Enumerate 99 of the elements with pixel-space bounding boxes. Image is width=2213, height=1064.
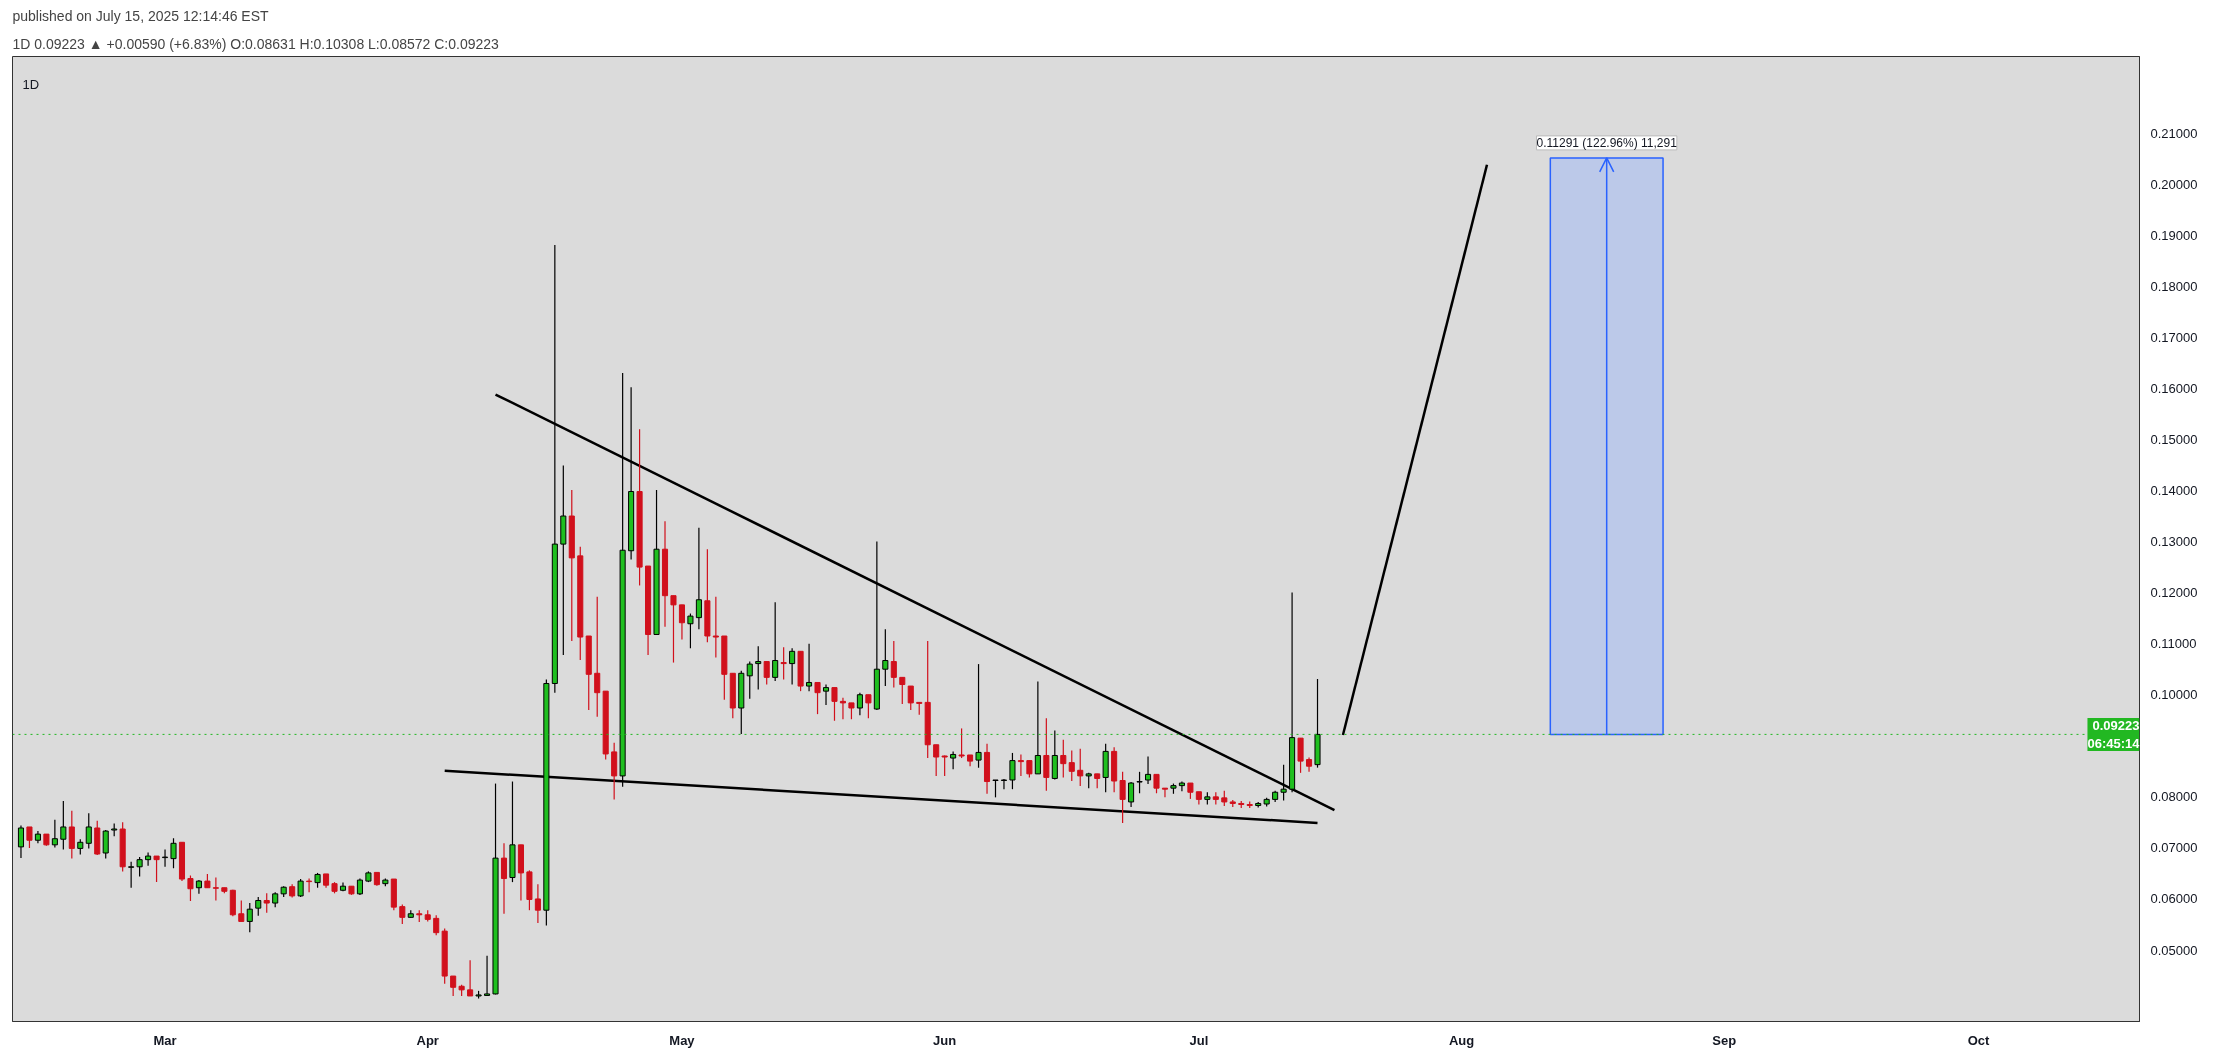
y-tick-label: 0.21000 — [2150, 125, 2198, 141]
candlestick — [161, 848, 169, 868]
candlestick — [839, 697, 846, 720]
candlestick — [102, 829, 109, 860]
text: 1D 0.09223 ▲ +0.00590 (+6.83%) O:0.08631 H:0.10308 L:0.08572 C:0.09223 — [12, 35, 500, 52]
candlestick — [60, 800, 67, 851]
candlestick — [1043, 717, 1050, 792]
candlestick — [1119, 771, 1126, 824]
candlestick — [1009, 752, 1016, 790]
y-tick-label: 0.16000 — [2150, 380, 2198, 396]
candlestick — [772, 601, 779, 682]
candlestick — [806, 643, 813, 692]
candlestick — [51, 819, 58, 848]
candlestick — [255, 896, 262, 917]
candlestick — [1060, 739, 1067, 779]
candlestick — [882, 628, 889, 687]
candlestick — [145, 851, 152, 867]
ref-line-label: 0.09223 06:45:14 — [2087, 717, 2141, 751]
y-tick-label: 0.11000 — [2150, 636, 2197, 652]
candlestick — [85, 812, 92, 850]
candlestick — [611, 742, 618, 800]
candlestick — [822, 683, 830, 706]
candlestick — [933, 744, 940, 777]
y-tick-label: 0.20000 — [2150, 176, 2198, 192]
candlestick — [1136, 771, 1143, 794]
y-tick-label: 0.14000 — [2150, 482, 2198, 498]
candlestick — [687, 612, 694, 649]
y-tick-label: 0.15000 — [2150, 431, 2198, 447]
candlestick — [890, 640, 897, 689]
candlestick — [263, 892, 270, 914]
candlestick — [534, 883, 541, 924]
candlestick — [755, 645, 762, 691]
candlestick — [746, 660, 753, 700]
candlestick — [678, 604, 685, 641]
x-tick-label: Jul — [1189, 1032, 1209, 1048]
candlestick — [128, 861, 135, 889]
candlestick — [500, 842, 508, 915]
candlestick — [907, 685, 914, 711]
candlestick — [246, 902, 253, 933]
candlestick — [1077, 748, 1084, 787]
band-label: 0.11291 (122.96%) 11,291 — [1536, 135, 1678, 150]
candlestick — [450, 975, 457, 997]
candlestick — [712, 596, 719, 659]
candlestick — [484, 955, 491, 997]
y-tick-label: 0.12000 — [2150, 585, 2198, 601]
candlestick — [958, 727, 965, 759]
candlestick — [594, 596, 601, 718]
candlestick — [1017, 753, 1024, 777]
candlestick — [1297, 737, 1304, 774]
candlestick — [187, 874, 194, 902]
chart-subtitle: published on July 15, 2025 12:14:46 EST — [12, 7, 270, 24]
candlestick — [238, 899, 245, 923]
x-tick-label: Mar — [153, 1032, 177, 1048]
y-tick-label: 0.19000 — [2150, 227, 2198, 243]
candlestick — [1144, 755, 1152, 785]
candlestick — [831, 686, 838, 722]
candlestick — [433, 914, 440, 936]
candlestick — [170, 837, 177, 869]
x-tick-label: Sep — [1712, 1032, 1737, 1048]
candlestick — [467, 959, 474, 997]
candlestick — [153, 855, 160, 883]
candlestick — [763, 660, 770, 686]
candlestick — [1280, 764, 1287, 802]
y-tick-label: 0.18000 — [2150, 278, 2198, 294]
candlestick — [670, 595, 677, 664]
candlestick — [17, 824, 25, 859]
candlestick — [950, 750, 957, 770]
candlestick — [941, 754, 948, 777]
candlestick — [1153, 773, 1160, 794]
candlestick — [695, 527, 702, 630]
candlestick — [136, 856, 143, 878]
x-tick-label: May — [669, 1032, 696, 1048]
candlestick — [1000, 778, 1008, 790]
candlestick — [780, 646, 787, 681]
x-tick-label: Jun — [933, 1032, 957, 1048]
y-tick-label: 0.08000 — [2150, 789, 2198, 805]
candlestick — [856, 692, 863, 716]
candlestick — [1068, 749, 1075, 782]
candlestick — [789, 647, 796, 686]
candlestick — [68, 810, 75, 860]
x-tick-label: Aug — [1448, 1032, 1475, 1048]
candlestick — [212, 876, 219, 902]
y-tick-label: 0.10000 — [2150, 687, 2198, 703]
y-tick-label: 0.06000 — [2150, 891, 2198, 907]
y-tick-label: 0.13000 — [2150, 534, 2198, 550]
candlestick — [306, 877, 313, 893]
x-tick-label: Oct — [1967, 1032, 1990, 1048]
candlestick — [1161, 787, 1169, 798]
candlestick — [1128, 781, 1135, 808]
candlestick — [865, 694, 872, 719]
y-tick-label: 0.07000 — [2150, 840, 2198, 856]
candlestick — [814, 681, 821, 715]
y-tick-label: 0.17000 — [2150, 329, 2198, 345]
x-tick-label: Apr — [416, 1032, 439, 1048]
candlestick — [399, 903, 406, 925]
text: 1D — [22, 76, 40, 92]
y-tick-label: 0.05000 — [2150, 942, 2198, 958]
candlestick — [899, 676, 906, 705]
candlestick — [26, 826, 33, 849]
